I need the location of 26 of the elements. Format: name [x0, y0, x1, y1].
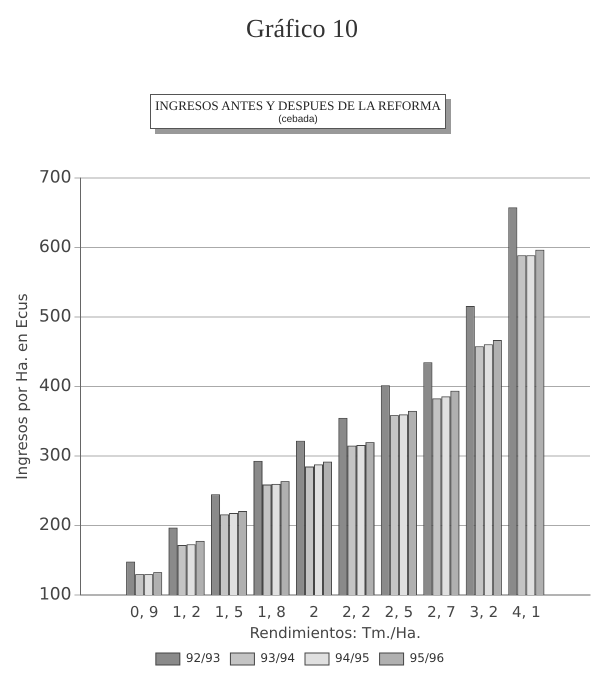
x-tick-label: 2, 2: [342, 602, 371, 621]
y-tick-label: 400: [38, 376, 72, 396]
y-axis-title: Ingresos por Ha. en Ecus: [12, 293, 31, 480]
y-tick-label: 700: [38, 168, 72, 188]
y-tick-label: 600: [38, 237, 72, 258]
x-tick-label: 1, 5: [214, 602, 244, 621]
legend-label: 93/94: [260, 651, 296, 666]
legend-label: 94/95: [335, 651, 370, 666]
text: (cebada): [277, 114, 319, 125]
x-tick-label: 1, 8: [257, 602, 286, 621]
x-tick-label: 4, 1: [512, 602, 541, 621]
x-tick-label: 3, 2: [470, 602, 498, 621]
x-tick-label: 1, 2: [172, 602, 201, 621]
x-tick-label: 2: [309, 602, 319, 621]
x-tick-label: 0, 9: [130, 602, 158, 621]
chart-title: Gráfico 10: [245, 14, 359, 44]
y-tick-label: 500: [38, 306, 72, 327]
y-tick-label: 200: [38, 514, 72, 535]
chart-subtitle: INGRESOS ANTES Y DESPUES DE LA REFORMA: [154, 98, 442, 114]
y-tick-label: 300: [38, 445, 72, 466]
x-tick-label: 2, 7: [427, 602, 456, 621]
y-tick-label: 100: [38, 584, 72, 604]
x-axis-title: Rendimientos: Tm./Ha.: [250, 624, 421, 642]
legend-label: 92/93: [186, 651, 220, 666]
legend-label: 95/96: [410, 651, 444, 666]
x-tick-label: 2, 5: [384, 602, 414, 621]
